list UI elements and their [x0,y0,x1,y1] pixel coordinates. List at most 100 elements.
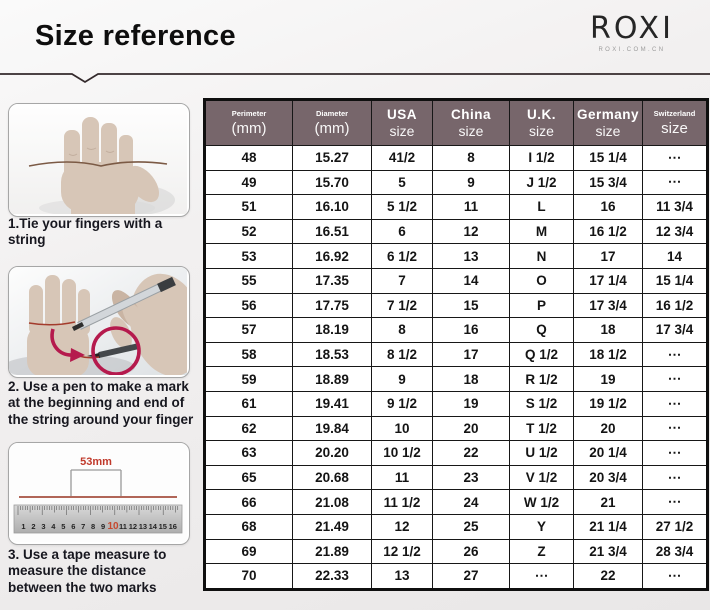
table-row: 70 22.33 13 27 ⋯ 22 ⋯ [204,563,708,590]
table-row: 59 18.89 9 18 R 1/2 19 ⋯ [204,366,708,392]
table-cell: 28 3/4 [642,538,708,565]
table-cell: 12 [432,218,510,245]
table-cell: 18.19 [292,317,372,343]
brand-tagline: ROXI.COM.CN [598,47,666,53]
table-cell: V 1/2 [509,464,574,491]
table-cell: 11 1/2 [371,489,433,515]
size-conversion-table: Perimeter (mm) Diameter (mm) USA size China siz… [203,98,709,591]
table-cell: ⋯ [642,390,708,417]
ruler-measuring-illustration: 53mm 1 2 3 4 5 6 7 8 9 10 11 12 13 14 15 16 [9,443,187,542]
table-cell: 17 3/4 [642,317,708,343]
table-cell: 17 [432,341,510,368]
ruler-numbers: 1 2 3 4 5 6 7 8 9 10 11 12 13 14 15 16 [21,521,177,532]
ruler-number: 9 [101,522,105,531]
table-cell: P [509,292,574,319]
page-title: Size reference [35,20,236,52]
divider-line [0,73,710,84]
table-cell: 18.89 [292,366,372,392]
ruler-number: 10 [107,521,119,532]
table-cell: I 1/2 [509,145,574,171]
table-cell: 20 1/4 [573,440,643,466]
table-cell: U 1/2 [509,440,574,466]
table-cell: 17 3/4 [573,292,643,319]
table-cell: 5 1/2 [371,194,433,220]
table-cell: ⋯ [642,440,708,466]
table-row: 56 17.75 7 1/2 15 P 17 3/4 16 1/2 [204,292,708,319]
table-cell: 22.33 [292,563,372,590]
table-cell: ⋯ [642,489,708,515]
ruler-number: 2 [31,522,35,531]
column-header-usa: USA size [371,99,433,146]
table-cell: 25 [432,513,510,540]
table-row: 58 18.53 8 1/2 17 Q 1/2 18 1/2 ⋯ [204,341,708,368]
table-cell: 56 [204,292,293,319]
table-cell: 9 [371,366,433,392]
table-cell: 55 [204,267,293,294]
table-row: 55 17.35 7 14 O 17 1/4 15 1/4 [204,267,708,294]
table-row: 53 16.92 6 1/2 13 N 17 14 [204,243,708,269]
table-cell: 6 [371,218,433,245]
ruler-number: 1 [21,522,25,531]
table-cell: 7 [371,267,433,294]
ruler-number: 7 [81,522,85,531]
table-cell: Z [509,538,574,565]
table-cell: 14 [642,243,708,269]
ruler-number: 15 [159,522,167,531]
table-cell: 27 [432,563,510,590]
hand-with-string-illustration [9,104,187,214]
step1-image-box [8,103,190,217]
table-cell: J 1/2 [509,169,574,196]
table-cell: 11 [371,464,433,491]
ruler-number: 16 [169,522,177,531]
table-cell: 15 1/4 [642,267,708,294]
table-cell: 23 [432,464,510,491]
table-cell: 10 [371,415,433,442]
brand-logo: ROXI ROXI.COM.CN [572,12,692,53]
table-cell: 16.10 [292,194,372,220]
table-cell: 21.49 [292,513,372,540]
table-cell: 7 1/2 [371,292,433,319]
table-cell: 48 [204,145,293,171]
table-row: 69 21.89 12 1/2 26 Z 21 3/4 28 3/4 [204,538,708,565]
table-cell: 41/2 [371,145,433,171]
table-cell: Q 1/2 [509,341,574,368]
table-cell: 17.35 [292,267,372,294]
table-cell: 22 [432,440,510,466]
table-cell: 20 3/4 [573,464,643,491]
table-cell: 16 1/2 [573,218,643,245]
table-cell: 20 [573,415,643,442]
step2-image-box [8,266,190,378]
table-cell: 49 [204,169,293,196]
highlight-circle-icon [91,326,141,375]
table-cell: ⋯ [642,169,708,196]
brand-logo-text: ROXI [590,11,674,46]
table-cell: 8 1/2 [371,341,433,368]
table-cell: W 1/2 [509,489,574,515]
column-header-switzerland: Switzerland size [642,99,708,146]
table-cell: 18.53 [292,341,372,368]
table-cell: 21.08 [292,489,372,515]
table-cell: 19.41 [292,390,372,417]
table-cell: ⋯ [642,563,708,590]
table-cell: 8 [371,317,433,343]
table-cell: 18 [573,317,643,343]
pen-marking-finger-illustration [9,267,187,375]
table-row: 66 21.08 11 1/2 24 W 1/2 21 ⋯ [204,489,708,515]
ruler-number: 13 [139,522,147,531]
table-cell: 15 1/4 [573,145,643,171]
table-cell: 15.27 [292,145,372,171]
table-cell: 8 [432,145,510,171]
table-cell: 65 [204,464,293,491]
table-cell: 14 [432,267,510,294]
table-row: 52 16.51 6 12 M 16 1/2 12 3/4 [204,218,708,245]
table-cell: 13 [432,243,510,269]
table-cell: 17.75 [292,292,372,319]
table-cell: 11 3/4 [642,194,708,220]
table-row: 48 15.27 41/2 8 I 1/2 15 1/4 ⋯ [204,145,708,171]
table-row: 63 20.20 10 1/2 22 U 1/2 20 1/4 ⋯ [204,440,708,466]
table-cell: 20 [432,415,510,442]
table-cell: ⋯ [642,415,708,442]
table-cell: 12 1/2 [371,538,433,565]
